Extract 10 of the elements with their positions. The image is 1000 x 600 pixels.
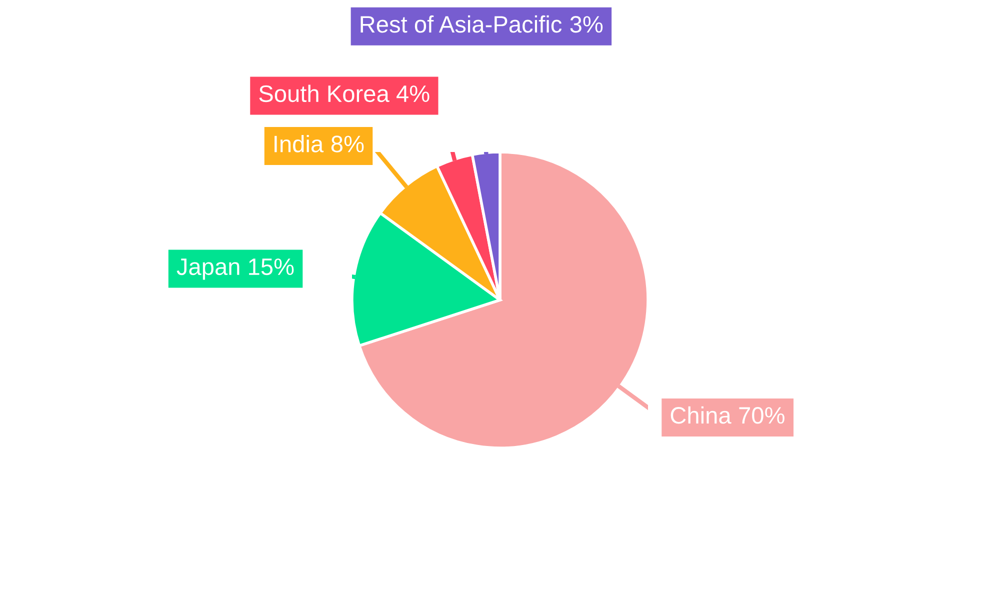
data-label: 70% <box>739 407 784 424</box>
data-label: 8% <box>331 136 364 152</box>
slice-label: India <box>274 135 324 152</box>
slice-label: China <box>670 406 732 424</box>
data-label: 15% <box>249 258 294 276</box>
data-label: 3% <box>570 16 603 33</box>
slice-label: South Korea <box>259 84 390 102</box>
slice-label: Rest of Asia-Pacific <box>360 15 562 33</box>
slice-label: Japan <box>176 258 240 280</box>
data-label: 4% <box>396 85 430 102</box>
